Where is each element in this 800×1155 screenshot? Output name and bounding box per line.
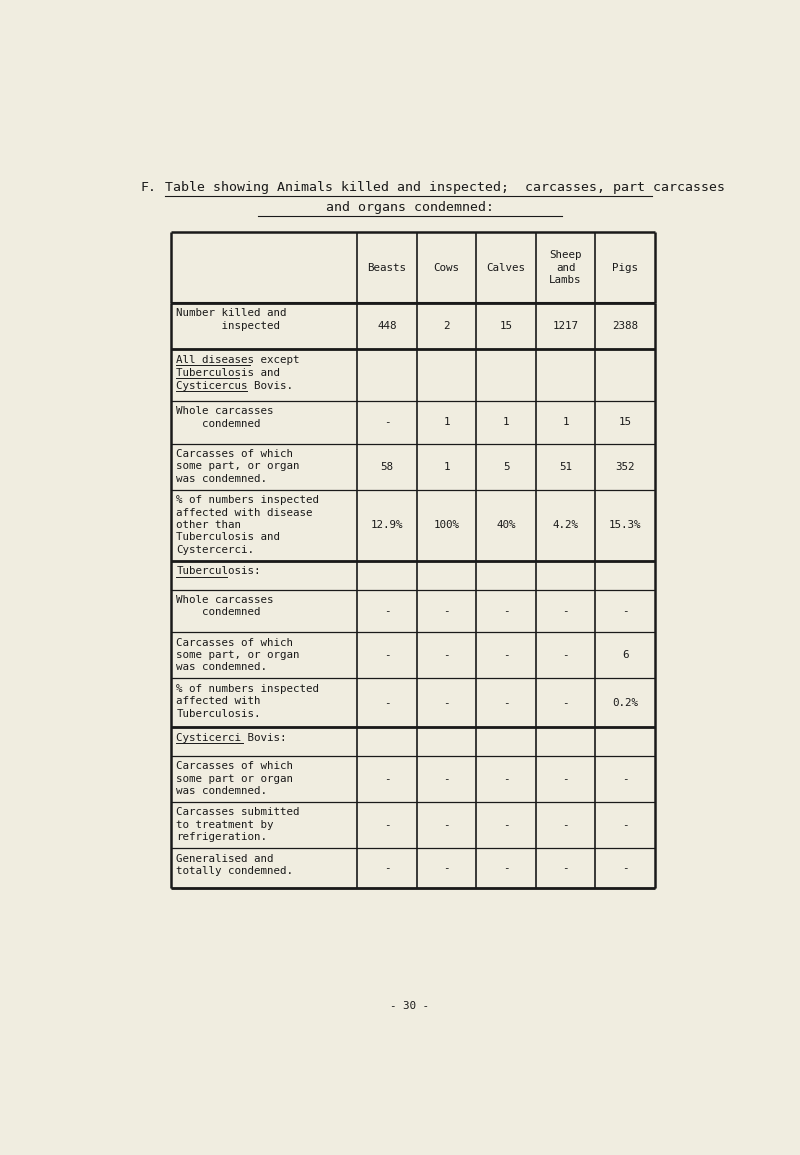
Text: -: - <box>503 650 510 661</box>
Text: -: - <box>622 863 628 873</box>
Text: 1: 1 <box>562 417 569 427</box>
Text: 5: 5 <box>503 462 510 471</box>
Text: -: - <box>622 606 628 616</box>
Text: Whole carcasses
    condemned: Whole carcasses condemned <box>176 407 274 429</box>
Text: 15.3%: 15.3% <box>609 521 642 530</box>
Text: 448: 448 <box>378 321 397 331</box>
Text: -: - <box>384 863 390 873</box>
Text: Carcasses of which
some part, or organ
was condemned.: Carcasses of which some part, or organ w… <box>176 449 300 484</box>
Text: 6: 6 <box>622 650 628 661</box>
Text: -: - <box>562 698 569 708</box>
Text: 352: 352 <box>615 462 635 471</box>
Text: -: - <box>384 650 390 661</box>
Text: -: - <box>503 774 510 784</box>
Text: Generalised and
totally condemned.: Generalised and totally condemned. <box>176 854 294 875</box>
Text: % of numbers inspected
affected with
Tuberculosis.: % of numbers inspected affected with Tub… <box>176 684 319 718</box>
Text: -: - <box>384 820 390 830</box>
Text: -: - <box>562 820 569 830</box>
Text: 1: 1 <box>503 417 510 427</box>
Text: 2: 2 <box>443 321 450 331</box>
Text: Sheep
and
Lambs: Sheep and Lambs <box>550 251 582 285</box>
Text: 100%: 100% <box>434 521 459 530</box>
Text: Cysticercus Bovis.: Cysticercus Bovis. <box>176 380 294 390</box>
Text: Whole carcasses
    condemned: Whole carcasses condemned <box>176 595 274 617</box>
Text: 4.2%: 4.2% <box>553 521 578 530</box>
Text: 1: 1 <box>443 417 450 427</box>
Text: Cysticerci Bovis:: Cysticerci Bovis: <box>176 732 286 743</box>
Text: Pigs: Pigs <box>612 262 638 273</box>
Text: -: - <box>562 650 569 661</box>
Text: % of numbers inspected
affected with disease
other than
Tuberculosis and
Cysterc: % of numbers inspected affected with dis… <box>176 495 319 554</box>
Text: 40%: 40% <box>496 521 516 530</box>
Text: -: - <box>503 606 510 616</box>
Text: All diseases except: All diseases except <box>176 355 300 365</box>
Text: 58: 58 <box>381 462 394 471</box>
Text: 12.9%: 12.9% <box>371 521 403 530</box>
Text: -: - <box>384 774 390 784</box>
Text: Table showing Animals killed and inspected;  carcasses, part carcasses: Table showing Animals killed and inspect… <box>165 181 725 194</box>
Text: Carcasses of which
some part, or organ
was condemned.: Carcasses of which some part, or organ w… <box>176 638 300 672</box>
Text: -: - <box>622 820 628 830</box>
Text: -: - <box>443 774 450 784</box>
Text: Tuberculosis and: Tuberculosis and <box>176 367 280 378</box>
Text: Cows: Cows <box>434 262 459 273</box>
Text: -: - <box>562 774 569 784</box>
Text: -: - <box>503 820 510 830</box>
Text: 51: 51 <box>559 462 572 471</box>
Text: -: - <box>443 698 450 708</box>
Text: -: - <box>562 863 569 873</box>
Text: 0.2%: 0.2% <box>612 698 638 708</box>
Text: -: - <box>443 820 450 830</box>
Text: F.: F. <box>140 181 156 194</box>
Text: - 30 -: - 30 - <box>390 1000 430 1011</box>
Text: Carcasses of which
some part or organ
was condemned.: Carcasses of which some part or organ wa… <box>176 761 294 796</box>
Text: -: - <box>384 606 390 616</box>
Text: 15: 15 <box>618 417 632 427</box>
Text: and organs condemned:: and organs condemned: <box>326 201 494 214</box>
Text: 15: 15 <box>499 321 513 331</box>
Text: Number killed and
       inspected: Number killed and inspected <box>176 308 286 330</box>
Text: Calves: Calves <box>486 262 526 273</box>
Text: -: - <box>503 698 510 708</box>
Text: -: - <box>384 417 390 427</box>
Text: 1217: 1217 <box>553 321 578 331</box>
Text: -: - <box>562 606 569 616</box>
Text: -: - <box>384 698 390 708</box>
Text: Carcasses submitted
to treatment by
refrigeration.: Carcasses submitted to treatment by refr… <box>176 807 300 842</box>
Text: Tuberculosis:: Tuberculosis: <box>176 566 261 576</box>
Text: -: - <box>443 650 450 661</box>
Text: -: - <box>503 863 510 873</box>
Text: 2388: 2388 <box>612 321 638 331</box>
Text: Beasts: Beasts <box>367 262 406 273</box>
Text: -: - <box>622 774 628 784</box>
Text: -: - <box>443 606 450 616</box>
Text: -: - <box>443 863 450 873</box>
Text: 1: 1 <box>443 462 450 471</box>
